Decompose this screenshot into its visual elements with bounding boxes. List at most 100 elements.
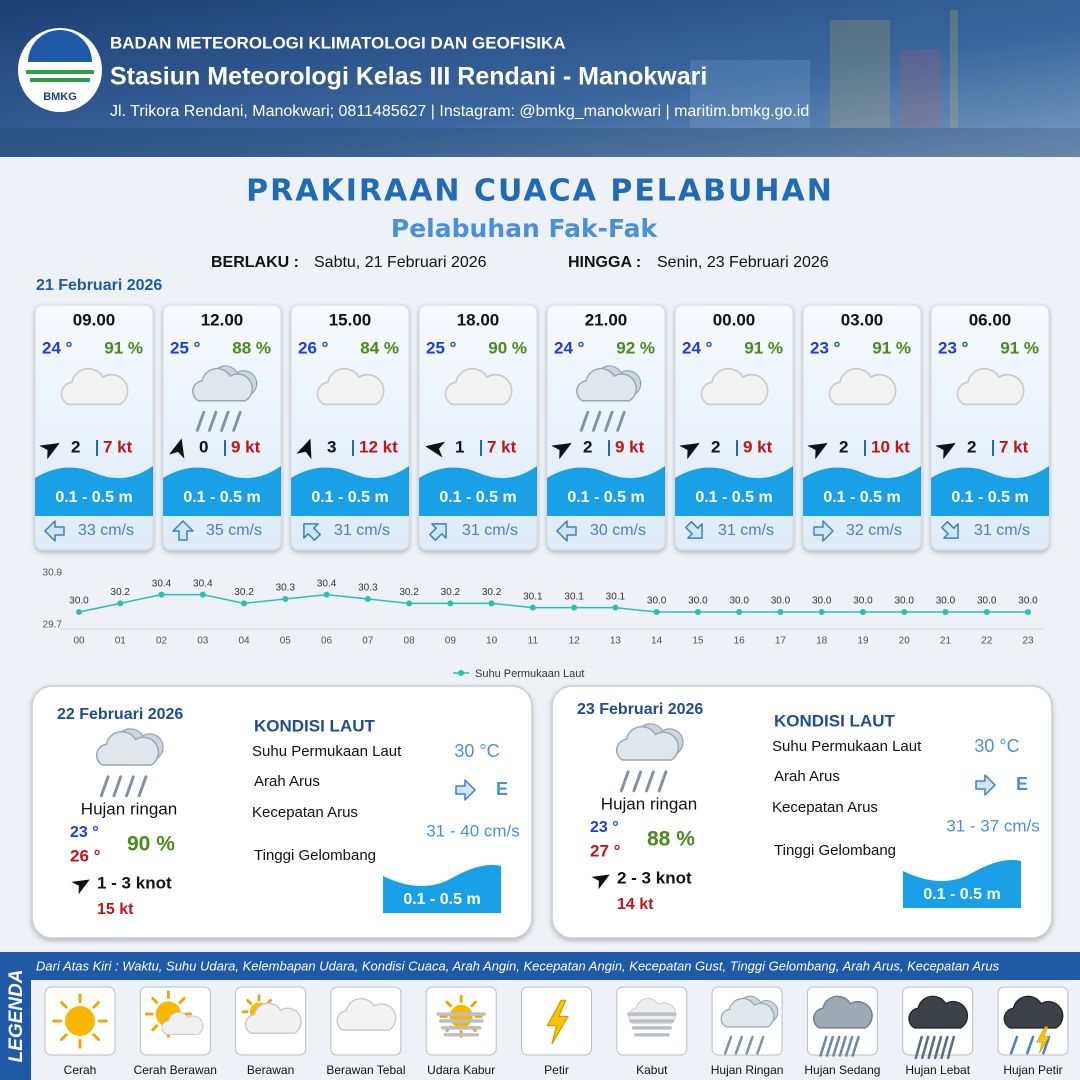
legend-item: Berawan [235, 986, 307, 1077]
icon-rain [723, 1035, 733, 1055]
weather-icon [615, 723, 684, 793]
condition: Hujan ringan [601, 794, 697, 813]
icon-rain [137, 775, 148, 798]
wind-direction [425, 441, 446, 458]
humidity: 90 % [127, 833, 175, 856]
wind-direction [679, 443, 700, 460]
icon-ray [445, 1000, 453, 1008]
x-tick-label: 06 [321, 636, 333, 647]
humidity: 91 % [744, 338, 783, 357]
sst-point [241, 600, 248, 607]
data-label: 30.0 [936, 596, 956, 607]
current-speed: 31 cm/s [974, 522, 1030, 539]
x-tick-label: 05 [280, 636, 292, 647]
icon-rain [195, 410, 206, 432]
sea-label: Suhu Permukaan Laut [772, 738, 922, 755]
icon-cloud [700, 367, 769, 406]
y-tick-label: 30.9 [43, 568, 63, 579]
wind-speed: 0 [199, 437, 208, 456]
humidity: 90 % [488, 338, 527, 357]
sst-point [488, 600, 495, 607]
x-tick-label: 21 [940, 636, 952, 647]
current-direction-text: E [496, 779, 508, 799]
current-speed: 33 cm/s [78, 522, 134, 539]
sea-surface-temperature: 30 °C [454, 741, 499, 761]
icon-rain [579, 410, 590, 432]
day-date: 23 Februari 2026 [577, 701, 703, 718]
x-tick-label: 18 [816, 636, 828, 647]
sea-title: KONDISI LAUT [254, 716, 376, 735]
validity-from: Sabtu, 21 Februari 2026 [314, 254, 487, 271]
icon-rain [1025, 1035, 1035, 1055]
weather-icon [828, 367, 897, 406]
data-label: 30.0 [977, 596, 997, 607]
icon-cloud [336, 997, 397, 1031]
sst-point [158, 591, 165, 598]
data-label: 30.1 [523, 591, 543, 602]
icon-rain [756, 1035, 765, 1055]
x-tick-label: 03 [197, 636, 209, 647]
current-direction-text: E [1016, 774, 1028, 794]
icon-rain [745, 1035, 754, 1055]
legend-item: Berawan Tebal [326, 986, 405, 1077]
sst-point [323, 591, 330, 598]
time: 06.00 [969, 310, 1012, 329]
legend-label: Petir [544, 1063, 569, 1077]
weather-icon [720, 995, 779, 1055]
icon-cloud [161, 1011, 204, 1035]
gust-speed: 12 kt [359, 437, 398, 456]
wave-shape [803, 466, 921, 516]
icon-rain [921, 1035, 930, 1060]
humidity: 88 % [647, 828, 695, 851]
data-label: 30.1 [564, 591, 584, 602]
icon-rain [125, 775, 135, 798]
data-label: 30.3 [358, 583, 378, 594]
icon-sun [65, 1006, 95, 1036]
weather-icon [576, 365, 642, 432]
legend-label: Cerah [64, 1063, 97, 1077]
current-direction [303, 523, 321, 541]
temperature-min: 23 ° [70, 824, 99, 841]
legend-item: Udara Kabur [425, 986, 497, 1077]
data-label: 30.3 [276, 583, 296, 594]
icon-ray [151, 1024, 159, 1032]
x-tick-label: 23 [1022, 636, 1034, 647]
wind-speed: 1 - 3 knot [97, 873, 172, 892]
legend-label: Hujan Lebat [905, 1063, 970, 1077]
wave-shape [547, 466, 665, 516]
gust-speed: 9 kt [615, 437, 645, 456]
icon-rain [933, 1035, 943, 1060]
current-speed: 30 cm/s [590, 522, 646, 539]
current-direction [172, 520, 194, 541]
day-panel: 22 Februari 2026 Hujan ringan 23 ° 26 ° 90 %… [31, 685, 533, 939]
sst-point [777, 609, 784, 615]
weather-icon [52, 993, 108, 1049]
gust-speed: 10 kt [871, 437, 910, 456]
weather-icon [241, 994, 302, 1034]
wave-height: 0.1 - 0.5 m [55, 489, 132, 506]
sst-point [859, 609, 866, 615]
sea-label: Tinggi Gelombang [254, 847, 376, 864]
gust-speed: 7 kt [999, 437, 1029, 456]
sst-point [199, 591, 206, 598]
current-speed: 31 - 37 cm/s [946, 816, 1040, 835]
icon-rain [734, 1035, 743, 1055]
data-label: 30.2 [482, 587, 502, 598]
wave-height: 0.1 - 0.5 m [823, 489, 900, 506]
icon-rain [914, 1035, 923, 1060]
air-temperature: 24 ° [42, 338, 73, 357]
wave-height: 0.1 - 0.5 m [951, 489, 1028, 506]
legend-label: Berawan Tebal [326, 1063, 405, 1077]
icon-cloud [444, 367, 513, 406]
data-label: 30.2 [441, 587, 461, 598]
current-speed: 31 - 40 cm/s [426, 821, 520, 840]
icon-rain [657, 770, 668, 793]
legend-item: Cerah Berawan [134, 986, 217, 1077]
icon-cloud [576, 367, 637, 402]
gust-speed: 14 kt [617, 896, 654, 913]
data-label: 30.0 [688, 596, 708, 607]
wave-shape [931, 466, 1049, 516]
header-decoration [0, 10, 1080, 157]
icon-ray [151, 997, 159, 1004]
